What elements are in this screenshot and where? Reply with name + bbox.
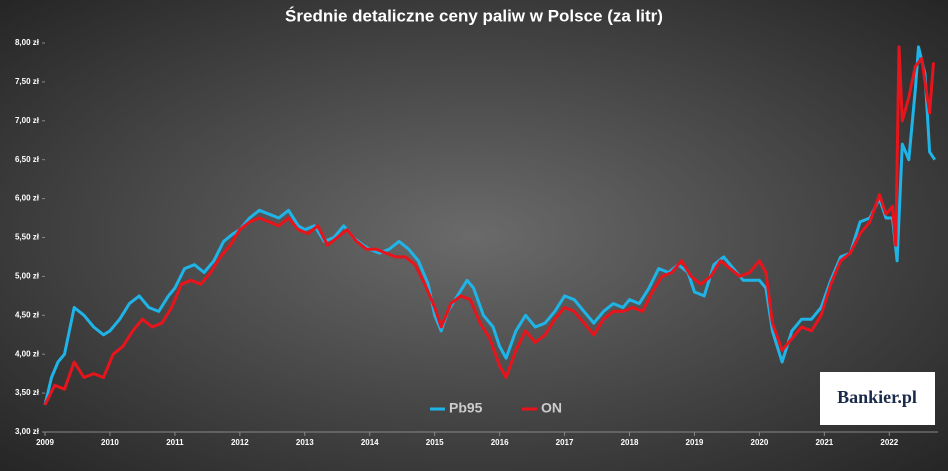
y-tick-label: 6,50 zł [15,155,40,164]
y-tick-label: 4,50 zł [15,310,40,319]
x-tick-label: 2011 [166,438,184,447]
logo-box [820,372,935,425]
x-tick-label: 2020 [751,438,769,447]
x-tick-label: 2015 [426,438,444,447]
line-1 [43,45,935,406]
y-tick-label: 5,50 zł [15,233,40,242]
line-0 [43,45,937,406]
x-tick-label: 2014 [361,438,379,447]
x-tick-label: 2010 [101,438,119,447]
y-tick-label: 3,00 zł [15,427,40,436]
chart-title: Średnie detaliczne ceny paliw w Polsce (… [285,6,663,25]
x-tick-label: 2018 [621,438,639,447]
x-tick-label: 2017 [556,438,574,447]
y-tick-label: 7,50 zł [15,77,40,86]
y-tick-label: 3,50 zł [15,388,40,397]
legend-label: ON [541,400,562,416]
legend-label: Pb95 [449,400,483,416]
x-tick-label: 2012 [231,438,249,447]
y-tick-label: 4,00 zł [15,349,40,358]
x-tick-label: 2009 [36,438,54,447]
y-tick-label: 8,00 zł [15,38,40,47]
y-tick-label: 6,00 zł [15,194,40,203]
y-tick-label: 7,00 zł [15,116,40,125]
x-tick-label: 2016 [491,438,509,447]
x-tick-label: 2013 [296,438,314,447]
x-tick-label: 2021 [815,438,833,447]
x-tick-label: 2019 [686,438,704,447]
logo: Bankier.pl [837,387,917,407]
y-tick-label: 5,00 zł [15,272,40,281]
x-tick-label: 2022 [880,438,898,447]
